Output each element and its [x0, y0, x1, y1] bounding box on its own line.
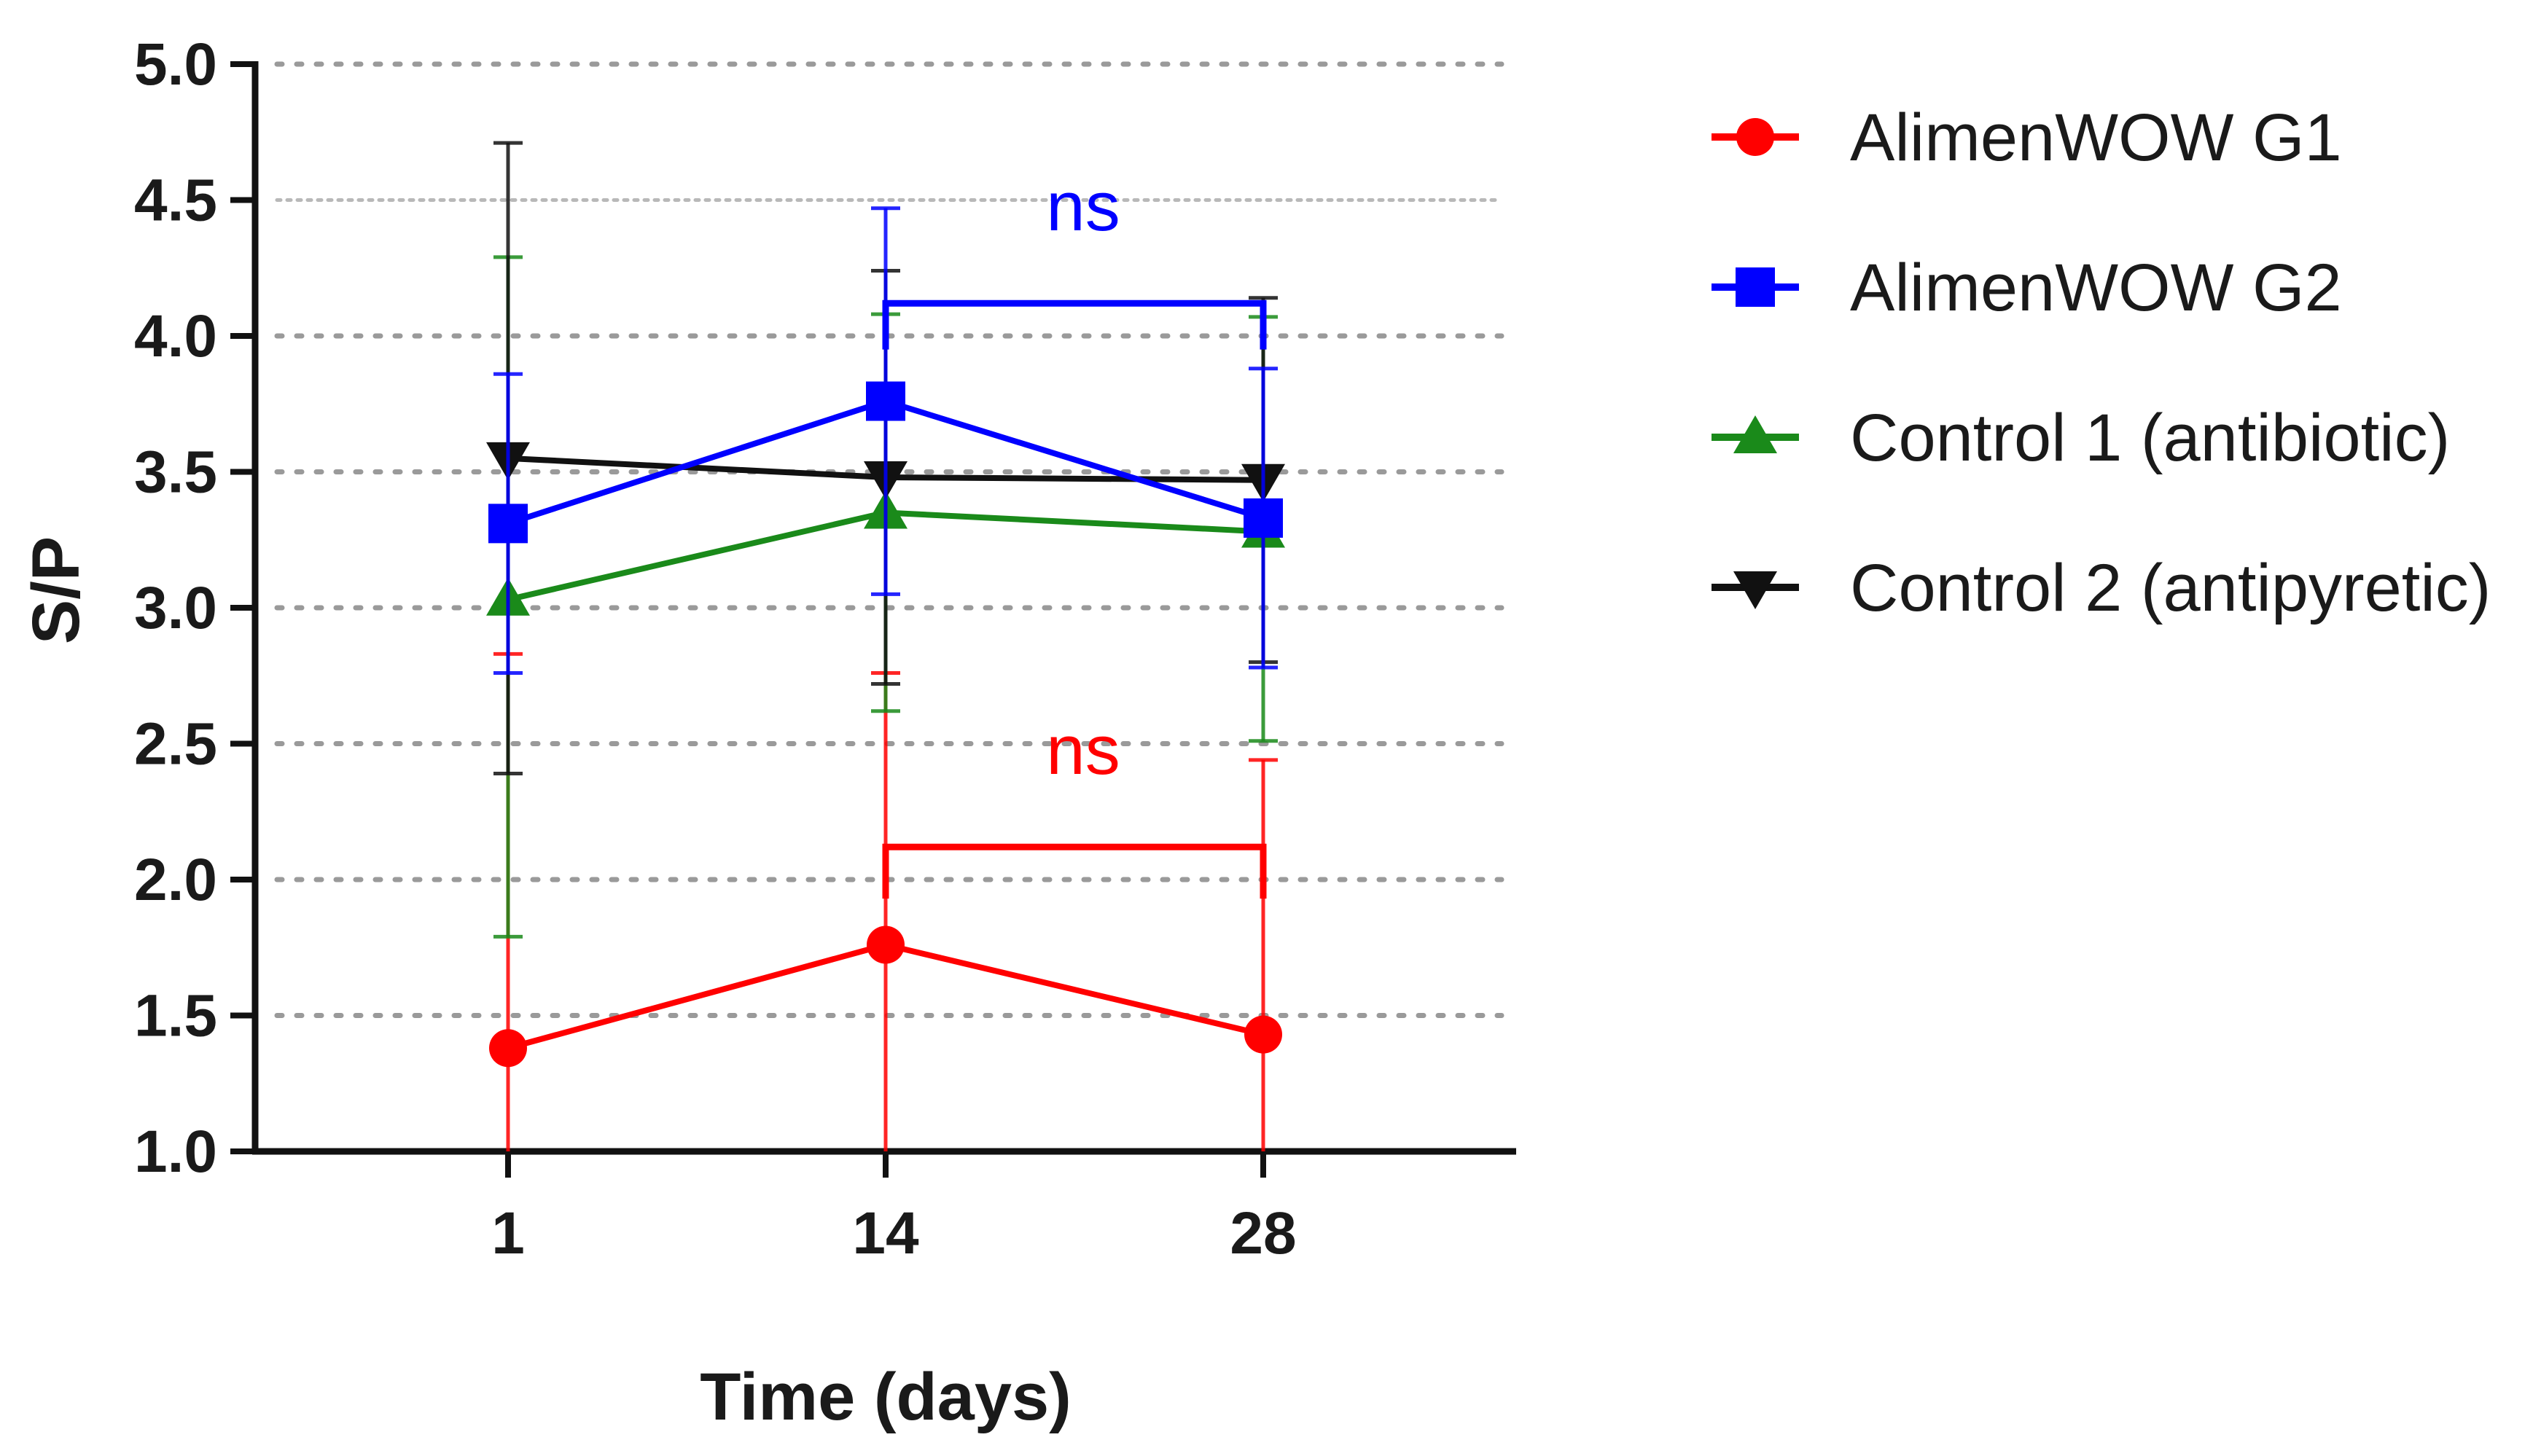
series-0: [489, 651, 1282, 1151]
y-tick-label-6: 4.0: [134, 303, 217, 369]
significance-bracket-1: [882, 843, 1267, 899]
legend-label-0: AlimenWOW G1: [1850, 101, 2342, 175]
legend-label-1: AlimenWOW G2: [1850, 251, 2342, 325]
data-point-0-2: [1244, 1015, 1282, 1054]
significance-bracket-0: [882, 300, 1267, 350]
y-tick-label-2: 2.0: [134, 847, 217, 913]
y-tick-label-3: 2.5: [134, 711, 217, 778]
data-point-1-1: [866, 381, 905, 421]
legend-marker-1: [1736, 267, 1775, 307]
axis-ticks: 1.0 1.5 2.0 2.5 3.0 3.5 4.0 4.5 5.0 1 14 28: [134, 31, 1297, 1267]
legend-item-2: Control 1 (antibiotic): [1712, 401, 2450, 475]
significance-label-0: ns: [1046, 168, 1120, 246]
legend-marker-0: [1736, 118, 1774, 156]
legend-item-0: AlimenWOW G1: [1712, 101, 2342, 175]
data-point-0-0: [489, 1029, 527, 1068]
y-tick-label-8: 5.0: [134, 31, 217, 98]
x-tick-label-2: 28: [1230, 1200, 1296, 1267]
series-1: [488, 206, 1283, 676]
legend-item-3: Control 2 (antipyretic): [1712, 551, 2491, 625]
y-tick-label-0: 1.0: [134, 1119, 217, 1185]
legend-marker-3: [1733, 571, 1777, 609]
legend-item-1: AlimenWOW G2: [1712, 251, 2342, 325]
y-tick-label-5: 3.5: [134, 439, 217, 506]
legend-marker-2: [1733, 415, 1777, 453]
y-tick-label-1: 1.5: [134, 983, 217, 1049]
data-point-1-2: [1244, 498, 1283, 538]
data-point-1-0: [488, 504, 528, 544]
data-point-0-1: [867, 925, 905, 964]
significance-label-1: ns: [1046, 711, 1120, 789]
y-axis-title: S/P: [19, 536, 93, 644]
legend: AlimenWOW G1 AlimenWOW G2 Control 1 (antib…: [1712, 101, 2491, 625]
data-series: [486, 141, 1285, 1151]
legend-label-2: Control 1 (antibiotic): [1850, 401, 2450, 475]
x-axis-title: Time (days): [700, 1360, 1072, 1434]
y-tick-label-7: 4.5: [134, 168, 217, 234]
x-tick-label-1: 14: [852, 1200, 919, 1267]
legend-label-3: Control 2 (antipyretic): [1850, 551, 2491, 625]
y-tick-label-4: 3.0: [134, 575, 217, 641]
x-tick-label-0: 1: [491, 1200, 525, 1267]
significance-annotations: ns ns: [882, 168, 1267, 899]
